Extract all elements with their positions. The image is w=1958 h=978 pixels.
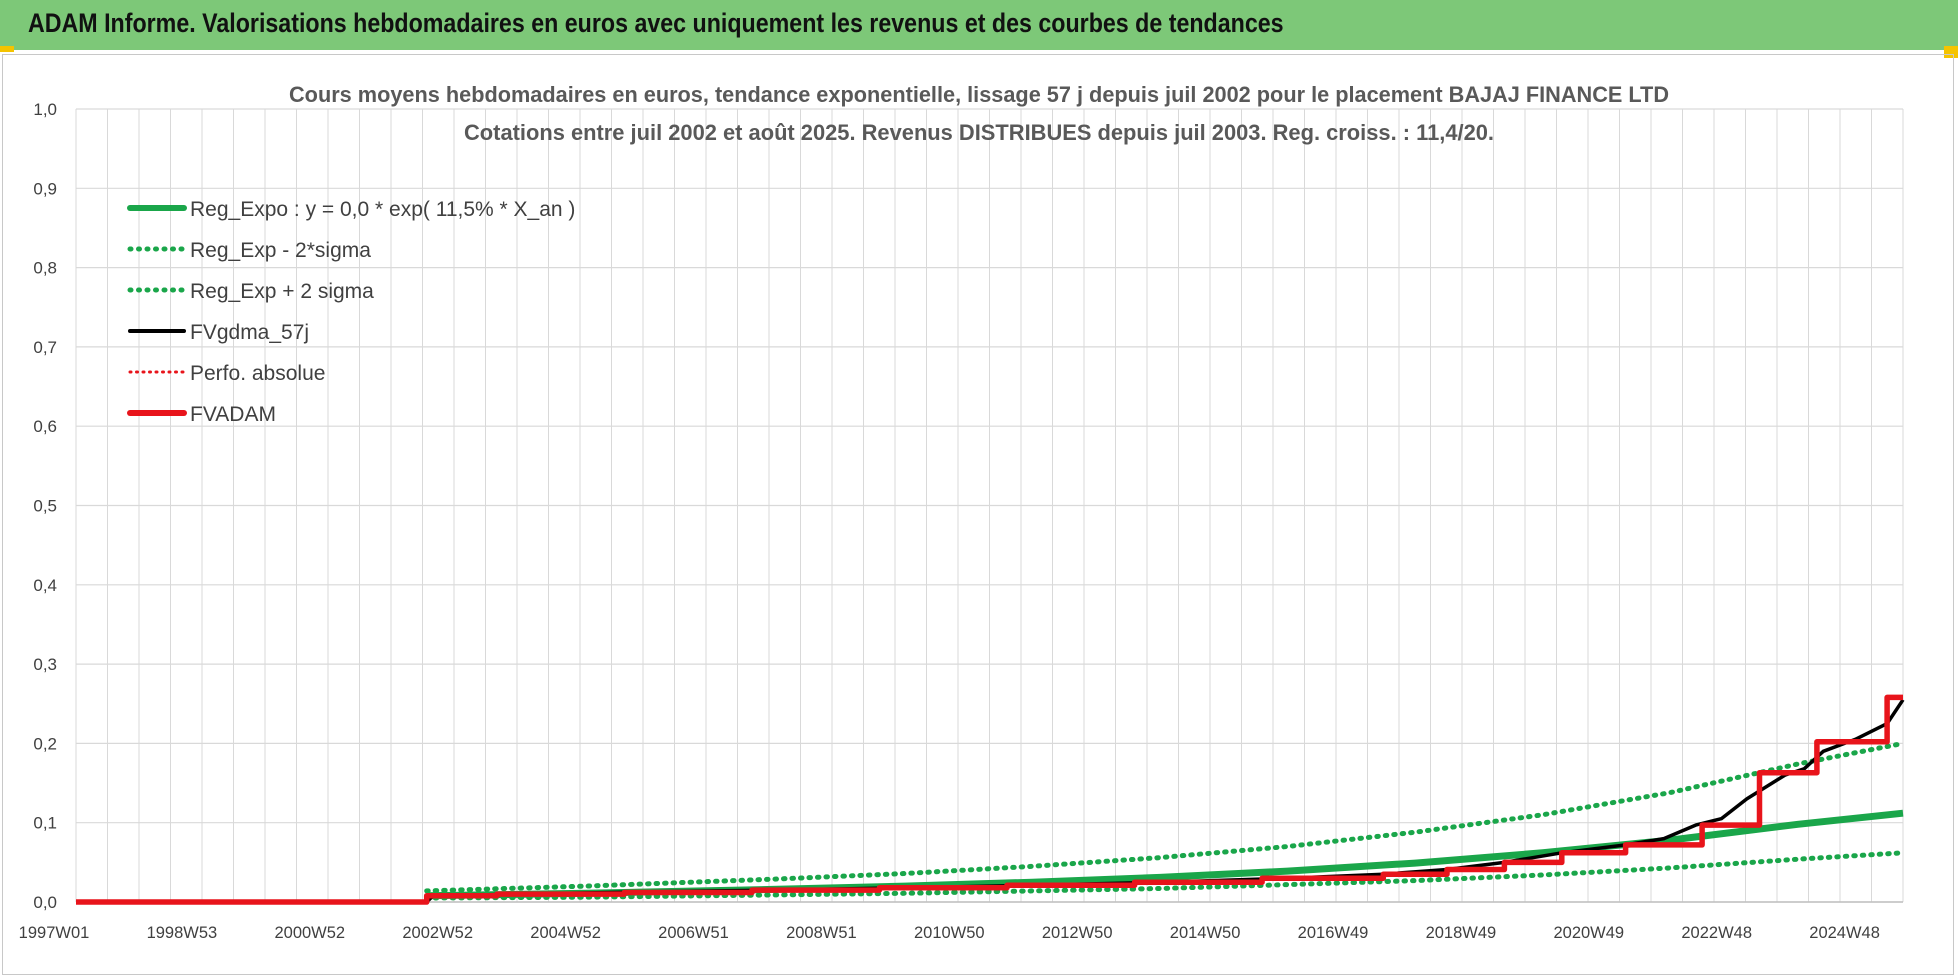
legend-label: Reg_Exp + 2 sigma xyxy=(190,280,374,303)
y-tick-label: 0,0 xyxy=(33,893,57,912)
legend-label: Reg_Expo : y = 0,0 * exp( 11,5% * X_an ) xyxy=(190,198,575,221)
corner-marker-left xyxy=(0,46,14,52)
series-line-1 xyxy=(424,850,1906,901)
x-tick-label: 2016W49 xyxy=(1298,924,1369,942)
x-tick-label: 2020W49 xyxy=(1553,924,1624,942)
y-tick-label: 0,3 xyxy=(33,655,57,674)
series-line-2 xyxy=(424,740,1906,894)
x-tick-label: 2004W52 xyxy=(530,924,601,942)
x-tick-label: 2006W51 xyxy=(658,924,729,942)
y-tick-label: 0,8 xyxy=(33,259,57,278)
x-tick-label: 1997W01 xyxy=(19,924,90,942)
y-tick-label: 0,6 xyxy=(33,417,57,436)
chart-title: Cours moyens hebdomadaires en euros, ten… xyxy=(289,82,1669,145)
corner-marker-right xyxy=(1944,46,1958,58)
chart-title-line: Cours moyens hebdomadaires en euros, ten… xyxy=(289,82,1669,107)
x-tick-label: 2018W49 xyxy=(1426,924,1497,942)
chart-grid xyxy=(75,108,1904,903)
x-tick-label: 2002W52 xyxy=(402,924,473,942)
y-tick-label: 0,4 xyxy=(33,576,57,595)
y-tick-label: 0,1 xyxy=(33,814,57,833)
x-tick-label: 2024W48 xyxy=(1809,924,1880,942)
x-tick-label: 2014W50 xyxy=(1170,924,1241,942)
header-bar: ADAM Informe. Valorisations hebdomadaire… xyxy=(0,0,1958,52)
chart-frame xyxy=(2,54,1954,975)
y-tick-label: 1,0 xyxy=(33,100,57,119)
page-title: ADAM Informe. Valorisations hebdomadaire… xyxy=(28,8,1284,38)
series-line-4 xyxy=(76,694,1903,905)
x-tick-label: 2012W50 xyxy=(1042,924,1113,942)
x-axis-ticks: 1997W01 1998W53 2000W52 2002W52 2004W52 2006W… xyxy=(19,924,1880,942)
chart-title-line: Cotations entre juil 2002 et août 2025. … xyxy=(464,120,1494,145)
y-tick-label: 0,2 xyxy=(33,734,57,753)
x-tick-label: 2008W51 xyxy=(786,924,857,942)
y-tick-label: 0,9 xyxy=(33,179,57,198)
legend-label: FVgdma_57j xyxy=(190,321,309,344)
x-tick-label: 2000W52 xyxy=(274,924,345,942)
legend-label: Perfo. absolue xyxy=(190,362,325,385)
chart-series xyxy=(76,694,1906,905)
y-tick-label: 0,5 xyxy=(33,497,57,516)
y-axis-ticks: 0,0 0,1 0,2 0,3 0,4 0,5 0,6 0,7 0,8 0,9 1,0 xyxy=(33,100,57,912)
x-tick-label: 1998W53 xyxy=(147,924,218,942)
y-tick-label: 0,7 xyxy=(33,338,57,357)
chart-legend: Reg_Expo : y = 0,0 * exp( 11,5% * X_an )… xyxy=(127,198,575,426)
x-tick-label: 2010W50 xyxy=(914,924,985,942)
legend-label: FVADAM xyxy=(190,403,276,426)
legend-label: Reg_Exp - 2*sigma xyxy=(190,239,371,262)
x-tick-label: 2022W48 xyxy=(1681,924,1752,942)
